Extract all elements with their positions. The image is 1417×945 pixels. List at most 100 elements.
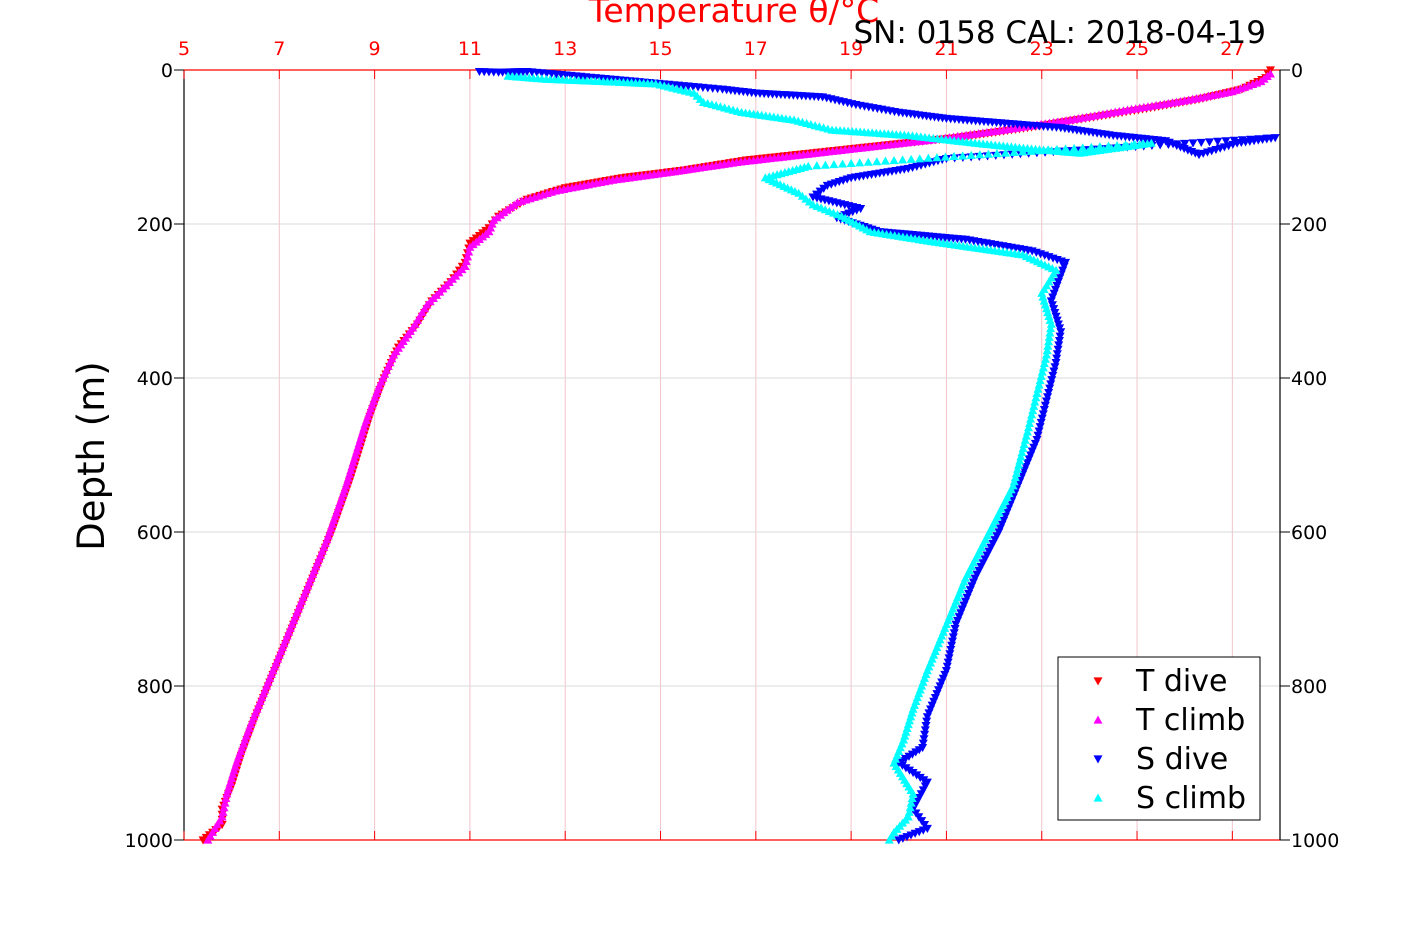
data-point [1046,324,1056,333]
legend-box [1057,656,1261,821]
data-point [218,807,228,816]
data-point [1047,376,1057,385]
data-point [1048,371,1058,380]
tick-labels: 5 7 9 11 13 15 17 19 21 23 25 27 0 0 200 200 400 400 600 60… [125,38,1340,852]
data-point [1027,410,1037,419]
x-tick-label: 23 [1030,38,1054,60]
data-point [1042,350,1052,359]
data-point [884,835,894,844]
data-point [1040,401,1050,410]
data-point [1044,332,1054,341]
x-tick-label: 7 [273,38,285,60]
data-point [1052,145,1062,154]
data-point [220,798,230,807]
data-point [919,735,929,744]
data-point [949,629,959,638]
data-point [1172,140,1182,149]
legend: T dive T climb S dive S climb [1057,656,1261,821]
data-point [1035,423,1045,432]
data-point [1046,380,1056,389]
data-point [1046,319,1056,328]
data-point [1213,137,1223,146]
data-point [829,160,839,169]
data-point [1129,139,1139,148]
data-point [1045,384,1055,393]
data-point [1180,139,1190,148]
data-point [1052,350,1062,359]
data-point [907,793,917,803]
data-point [1262,134,1272,143]
data-point [1121,140,1131,149]
data-point [1020,435,1030,444]
x-tick-label: 9 [369,38,381,60]
data-point [1024,423,1034,432]
data-point [966,150,976,159]
data-point [1069,143,1079,152]
data-point [1054,341,1064,350]
data-point [1009,147,1019,156]
data-point [915,154,925,163]
data-point [465,242,475,251]
data-point [1050,363,1060,372]
data-point [838,159,848,168]
data-point [464,247,474,256]
y-tick-label-right: 1000 [1291,830,1339,852]
plot-area [198,66,1280,845]
data-point [1229,136,1239,145]
axes [174,69,1290,841]
x-tick-label: 25 [1125,38,1149,60]
data-point [1037,414,1047,423]
data-point [1011,468,1021,477]
data-point [1039,358,1049,368]
legend-marker [1093,677,1103,686]
data-point [958,151,968,160]
data-point [983,149,993,158]
data-point [1042,397,1052,406]
y-tick-label-right: 0 [1291,60,1303,82]
data-point [221,793,231,803]
data-point [1009,477,1019,486]
data-point [945,650,955,659]
data-point [1037,367,1047,376]
data-point [1044,337,1054,346]
legend-marker [1093,793,1103,802]
data-point [906,798,916,807]
data-point [1016,452,1026,461]
data-point [898,155,908,164]
data-point [1014,460,1024,469]
data-point [951,620,961,629]
data-point [1031,393,1041,402]
data-point [1021,431,1031,440]
y-tick-label-left: 600 [137,522,173,544]
data-point [947,641,957,650]
data-point [1035,146,1045,155]
data-point [1204,138,1214,147]
data-point [1103,141,1113,150]
data-point [1049,367,1059,376]
data-point [1038,363,1048,372]
legend-marker [1093,755,1103,764]
data-point [863,157,873,166]
data-point [1052,354,1062,363]
data-point [918,739,928,748]
data-point [812,161,822,170]
data-point [946,646,956,655]
x-tick-label: 15 [648,38,672,60]
data-point [1026,146,1036,155]
data-point [820,160,830,169]
legend-marker [1093,715,1103,724]
series-t-climb [203,69,1275,844]
data-point [219,803,229,812]
data-point [1019,439,1029,448]
grid-lines [184,70,1280,840]
data-point [894,836,904,845]
data-point [1025,418,1035,427]
data-point [1146,138,1156,147]
x-tick-label: 11 [458,38,482,60]
data-point [880,156,890,165]
series-s-dive [474,67,1280,845]
data-point [1033,384,1043,393]
legend-label: S climb [1136,781,1246,816]
data-point [1034,380,1044,389]
data-point [1056,328,1066,337]
